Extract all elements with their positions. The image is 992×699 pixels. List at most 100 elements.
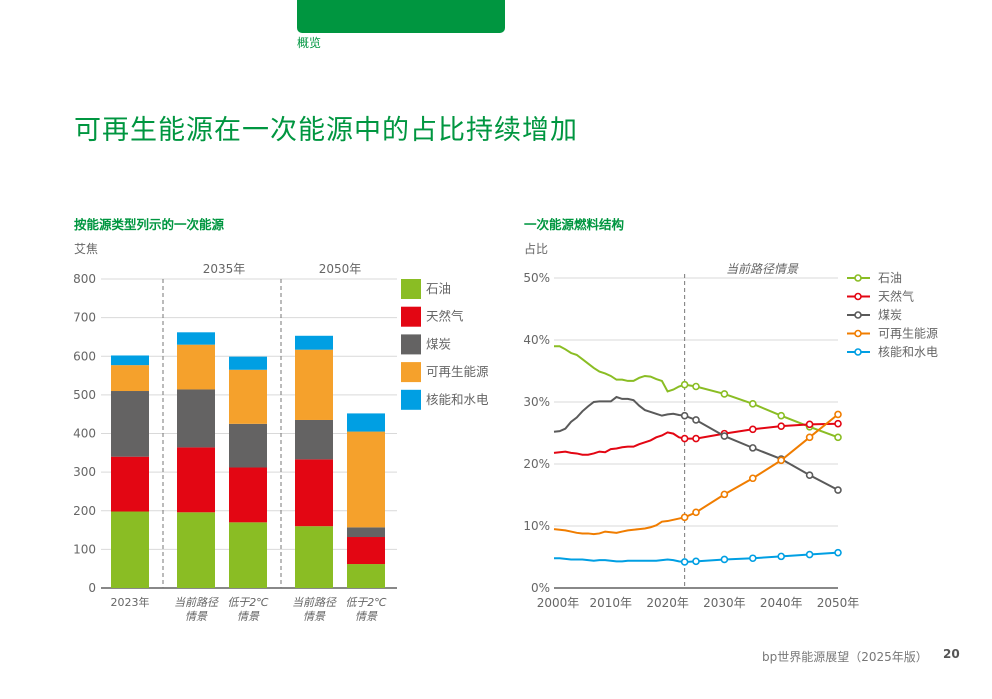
line-chart-unit: 占比 xyxy=(524,242,549,256)
data-point xyxy=(692,508,700,517)
y-tick-label: 400 xyxy=(73,427,96,441)
y-tick-label: 30% xyxy=(523,395,550,409)
bar-segment-2 xyxy=(229,423,267,468)
bar-segment-0 xyxy=(347,564,385,588)
data-point xyxy=(834,486,842,494)
legend-marker xyxy=(854,329,862,338)
bar-segment-1 xyxy=(295,459,333,527)
bar-segment-4 xyxy=(177,332,215,345)
x-tick-label: 低于2℃ xyxy=(227,596,269,609)
x-tick-label: 情景 xyxy=(185,610,208,623)
bar-segment-1 xyxy=(177,447,215,513)
series-line-projection xyxy=(684,383,839,439)
data-point xyxy=(720,490,729,499)
bar-segment-4 xyxy=(347,413,385,432)
y-tick-label: 700 xyxy=(73,311,96,325)
y-tick-label: 0 xyxy=(88,581,96,595)
legend-label: 石油 xyxy=(426,281,451,296)
data-point xyxy=(834,548,842,557)
legend-label: 天然气 xyxy=(878,289,914,304)
data-point xyxy=(777,552,786,561)
x-tick-label: 情景 xyxy=(237,610,260,623)
legend-label: 可再生能源 xyxy=(878,327,938,341)
bar-segment-1 xyxy=(111,456,149,512)
data-point xyxy=(680,380,689,389)
section-label: 概览 xyxy=(297,36,322,50)
data-point xyxy=(834,433,842,442)
y-tick-label: 500 xyxy=(73,388,96,402)
bar-segment-4 xyxy=(295,335,333,350)
bar-segment-2 xyxy=(295,419,333,460)
y-tick-label: 600 xyxy=(73,349,96,363)
x-tick-label: 2023年 xyxy=(111,595,150,609)
legend-label: 煤炭 xyxy=(878,308,902,322)
data-point xyxy=(692,557,700,566)
data-point xyxy=(748,444,757,452)
series-line-projection xyxy=(684,414,839,491)
data-point xyxy=(680,558,689,566)
series-line-history xyxy=(554,345,685,393)
bar-segment-4 xyxy=(229,356,267,370)
bar-segment-3 xyxy=(295,349,333,420)
legend-label: 煤炭 xyxy=(426,336,451,351)
data-point xyxy=(692,382,700,391)
data-point xyxy=(777,422,786,430)
bar-chart-title: 按能源类型列示的一次能源 xyxy=(74,217,225,232)
section-tab[interactable] xyxy=(297,0,505,33)
data-point xyxy=(748,425,757,434)
bar-segment-4 xyxy=(111,355,149,366)
data-point xyxy=(777,411,786,420)
data-point xyxy=(692,416,700,424)
x-tick-label: 2020年 xyxy=(646,596,689,610)
data-point xyxy=(834,410,842,419)
series-line-projection xyxy=(684,551,839,563)
legend-swatch xyxy=(401,279,421,299)
y-tick-label: 0% xyxy=(531,581,550,595)
x-tick-label: 情景 xyxy=(303,610,326,623)
legend-marker xyxy=(854,311,862,319)
x-tick-label: 2030年 xyxy=(703,596,746,610)
bar-segment-0 xyxy=(177,512,215,588)
x-tick-label: 情景 xyxy=(355,610,378,623)
legend-label: 核能和水电 xyxy=(426,392,489,407)
series-line-history xyxy=(554,557,685,563)
data-point xyxy=(805,471,814,479)
bar-segment-2 xyxy=(177,389,215,448)
bar-segment-2 xyxy=(347,527,385,538)
data-point xyxy=(680,411,689,420)
data-point xyxy=(720,390,729,398)
y-tick-label: 300 xyxy=(73,465,96,479)
data-point xyxy=(748,554,757,563)
bar-segment-3 xyxy=(347,431,385,528)
data-point xyxy=(680,434,689,443)
legend-marker xyxy=(854,348,862,356)
data-point xyxy=(680,513,689,522)
x-tick-label: 2040年 xyxy=(760,596,803,610)
y-tick-label: 200 xyxy=(73,504,96,518)
bar-segment-0 xyxy=(229,522,267,588)
y-tick-label: 10% xyxy=(523,519,550,533)
page-title: 可再生能源在一次能源中的占比持续增加 xyxy=(74,115,578,146)
data-point xyxy=(805,433,814,442)
data-point xyxy=(692,434,700,443)
group-label: 2035年 xyxy=(203,262,246,276)
bar-chart-unit: 艾焦 xyxy=(74,242,99,256)
legend-marker xyxy=(854,292,862,301)
x-tick-label: 2010年 xyxy=(590,596,633,610)
group-label: 2050年 xyxy=(319,262,362,276)
y-tick-label: 20% xyxy=(523,457,550,471)
legend-label: 可再生能源 xyxy=(426,364,489,379)
data-point xyxy=(805,550,814,559)
y-tick-label: 100 xyxy=(73,542,96,556)
bar-segment-3 xyxy=(177,344,215,390)
data-point xyxy=(834,419,842,428)
legend-label: 天然气 xyxy=(426,309,464,324)
x-tick-label: 当前路径 xyxy=(174,596,219,609)
bar-segment-2 xyxy=(111,391,149,457)
legend-swatch xyxy=(401,362,421,383)
page-number: 20 xyxy=(943,647,960,661)
bar-segment-1 xyxy=(229,467,267,523)
bar-segment-3 xyxy=(229,369,267,424)
y-tick-label: 50% xyxy=(523,271,550,285)
